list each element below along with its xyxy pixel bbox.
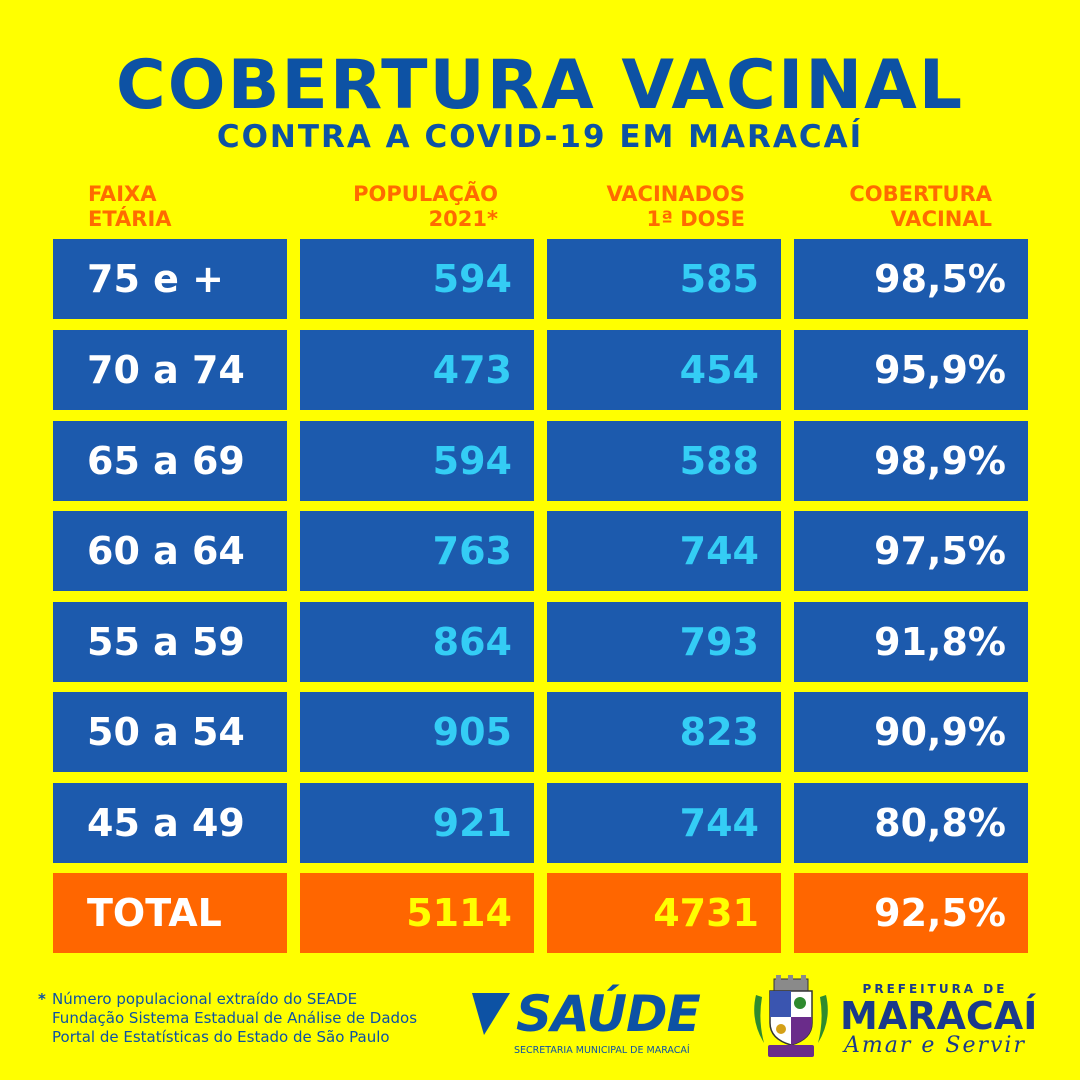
population-cell: 905 (300, 692, 534, 772)
age-group-cell: 50 a 54 (53, 692, 287, 772)
header-population: POPULAÇÃO 2021* (353, 182, 498, 231)
age-group-cell: 55 a 59 (53, 602, 287, 682)
population-cell: 594 (300, 239, 534, 319)
coverage-cell: 90,9% (794, 692, 1028, 772)
table-row: 75 e + 594 585 98,5% (0, 239, 1080, 319)
total-coverage-cell: 92,5% (794, 873, 1028, 953)
coverage-cell: 91,8% (794, 602, 1028, 682)
vaccinated-cell: 744 (547, 511, 781, 591)
vaccinated-cell: 823 (547, 692, 781, 772)
vaccinated-cell: 454 (547, 330, 781, 410)
prefeitura-logo-top: PREFEITURA DE (862, 982, 1008, 996)
prefeitura-logo: PREFEITURA DE MARACAÍ Amar e Servir (840, 982, 1040, 1062)
header-age-group: FAIXA ETÁRIA (88, 182, 172, 231)
total-label-cell: TOTAL (53, 873, 287, 953)
table-row: 70 a 74 473 454 95,9% (0, 330, 1080, 410)
table-row: 50 a 54 905 823 90,9% (0, 692, 1080, 772)
total-population-cell: 5114 (300, 873, 534, 953)
header-vaccinated: VACINADOS 1ª DOSE (606, 182, 745, 231)
population-cell: 594 (300, 421, 534, 501)
page-title: COBERTURA VACINAL (115, 46, 965, 125)
footnote-line: Portal de Estatísticas do Estado de São … (52, 1028, 390, 1046)
population-cell: 864 (300, 602, 534, 682)
saude-logo: SAÚDE SECRETARIA MUNICIPAL DE MARACAÍ (470, 985, 720, 1060)
age-group-cell: 45 a 49 (53, 783, 287, 863)
coverage-cell: 98,5% (794, 239, 1028, 319)
age-group-cell: 75 e + (53, 239, 287, 319)
total-row: TOTAL 5114 4731 92,5% (0, 873, 1080, 953)
prefeitura-logo-slogan: Amar e Servir (844, 1033, 1026, 1058)
coverage-cell: 95,9% (794, 330, 1028, 410)
table-row: 45 a 49 921 744 80,8% (0, 783, 1080, 863)
municipal-crest (746, 975, 836, 1060)
coverage-cell: 97,5% (794, 511, 1028, 591)
footnote-marker: * (38, 990, 46, 1008)
age-group-cell: 65 a 69 (53, 421, 287, 501)
saude-logo-word: SAÚDE (516, 985, 701, 1043)
header-coverage: COBERTURA VACINAL (849, 182, 992, 231)
population-cell: 921 (300, 783, 534, 863)
crest-icon (754, 975, 828, 1057)
population-cell: 763 (300, 511, 534, 591)
table-row: 60 a 64 763 744 97,5% (0, 511, 1080, 591)
prefeitura-logo-name: MARACAÍ (840, 994, 1038, 1038)
vaccinated-cell: 744 (547, 783, 781, 863)
population-cell: 473 (300, 330, 534, 410)
coverage-cell: 80,8% (794, 783, 1028, 863)
page-subtitle: CONTRA A COVID-19 EM MARACAÍ (216, 119, 864, 155)
footnote-line: Número populacional extraído do SEADE (52, 990, 358, 1008)
footnote: * Número populacional extraído do SEADE … (38, 990, 468, 1047)
total-vaccinated-cell: 4731 (547, 873, 781, 953)
footnote-line: Fundação Sistema Estadual de Análise de … (52, 1009, 418, 1027)
age-group-cell: 70 a 74 (53, 330, 287, 410)
vaccinated-cell: 588 (547, 421, 781, 501)
vaccinated-cell: 585 (547, 239, 781, 319)
table-row: 65 a 69 594 588 98,9% (0, 421, 1080, 501)
age-group-cell: 60 a 64 (53, 511, 287, 591)
saude-logo-subtitle: SECRETARIA MUNICIPAL DE MARACAÍ (514, 1045, 690, 1056)
table-row: 55 a 59 864 793 91,8% (0, 602, 1080, 682)
coverage-cell: 98,9% (794, 421, 1028, 501)
saude-mark-icon (472, 993, 510, 1035)
vaccinated-cell: 793 (547, 602, 781, 682)
